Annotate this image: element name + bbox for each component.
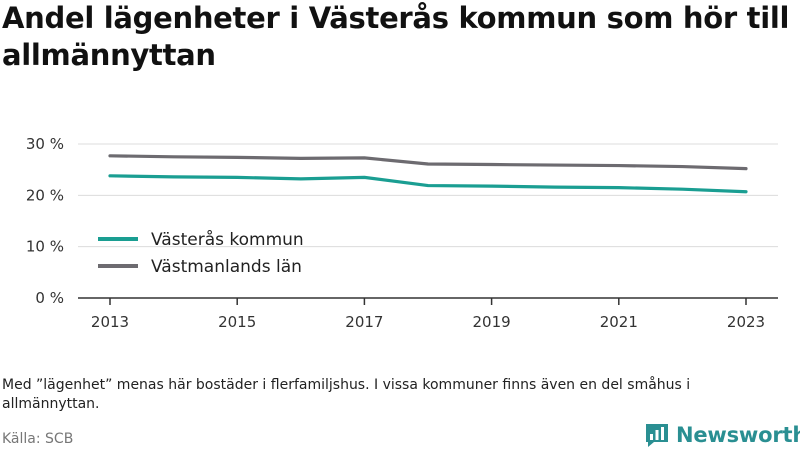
brand-logo: Newsworthy [644, 421, 800, 449]
x-axis: 2013 2015 2017 2019 2021 2023 [78, 297, 778, 331]
y-tick-label: 10 % [26, 238, 64, 256]
x-tick-label: 2017 [345, 313, 383, 331]
x-tick-label: 2019 [473, 313, 511, 331]
legend-label: Västmanlands län [151, 257, 302, 277]
y-axis: 0 % 10 % 20 % 30 % [26, 135, 64, 307]
series-line [108, 174, 748, 194]
y-tick-label: 30 % [26, 135, 64, 153]
footnote: Med ”lägenhet” menas här bostäder i fler… [2, 377, 691, 412]
bar-chart-bubble-icon [646, 424, 668, 447]
series-lines [108, 154, 748, 194]
brand-name: Newsworthy [676, 423, 800, 447]
y-tick-label: 20 % [26, 186, 64, 204]
legend: Västerås kommun Västmanlands län [98, 229, 304, 277]
x-tick-label: 2013 [91, 313, 129, 331]
source-label: Källa: SCB [2, 431, 74, 447]
legend-label: Västerås kommun [151, 229, 304, 250]
x-tick-label: 2015 [218, 313, 256, 331]
x-tick-label: 2021 [600, 313, 638, 331]
line-chart: 0 % 10 % 20 % 30 % 2013 2015 2017 2019 2021 2023… [26, 135, 778, 331]
series-line [108, 154, 748, 171]
gridlines [78, 143, 778, 248]
x-tick-label: 2023 [727, 313, 765, 331]
chart-title: Andel lägenheter i Västerås kommun som h… [2, 1, 790, 72]
y-tick-label: 0 % [35, 289, 64, 307]
